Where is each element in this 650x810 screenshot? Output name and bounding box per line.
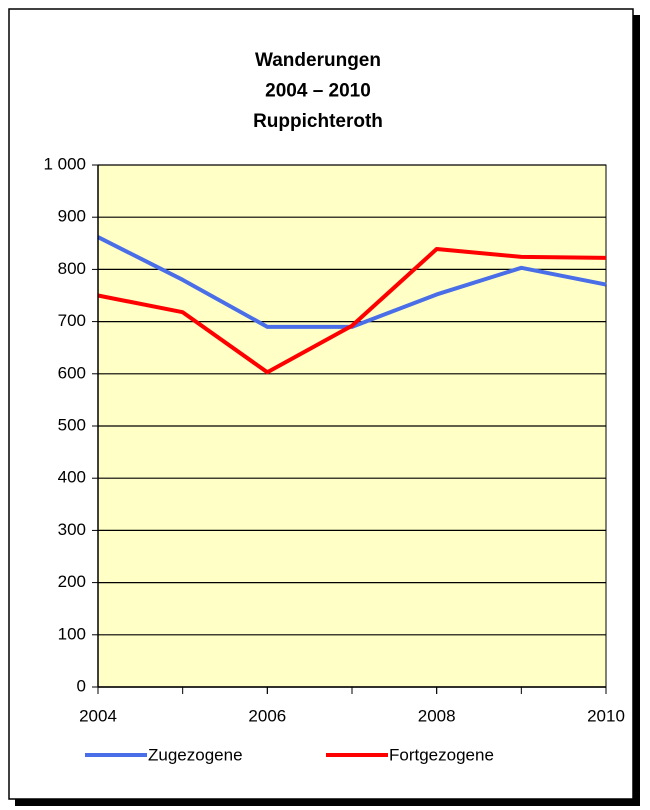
y-tick-label: 200: [58, 572, 86, 591]
x-tick-label: 2004: [79, 706, 117, 725]
x-tick-label: 2010: [587, 706, 625, 725]
y-tick-label: 1 000: [43, 154, 86, 173]
chart-title: Ruppichteroth: [253, 111, 383, 132]
y-tick-label: 0: [77, 676, 86, 695]
y-tick-label: 300: [58, 520, 86, 539]
legend-label: Fortgezogene: [389, 745, 494, 764]
y-tick-label: 100: [58, 624, 86, 643]
x-tick-label: 2006: [248, 706, 286, 725]
series-line: [97, 247, 607, 375]
x-tick-label: 2008: [418, 706, 456, 725]
y-tick-label: 800: [58, 259, 86, 278]
legend-label: Zugezogene: [148, 745, 243, 764]
chart-title: Wanderungen: [255, 50, 381, 71]
chart-title: 2004 – 2010: [265, 81, 371, 102]
y-tick-label: 400: [58, 468, 86, 487]
y-tick-label: 700: [58, 311, 86, 330]
y-tick-label: 500: [58, 415, 86, 434]
y-tick-label: 900: [58, 207, 86, 226]
y-tick-label: 600: [58, 363, 86, 382]
